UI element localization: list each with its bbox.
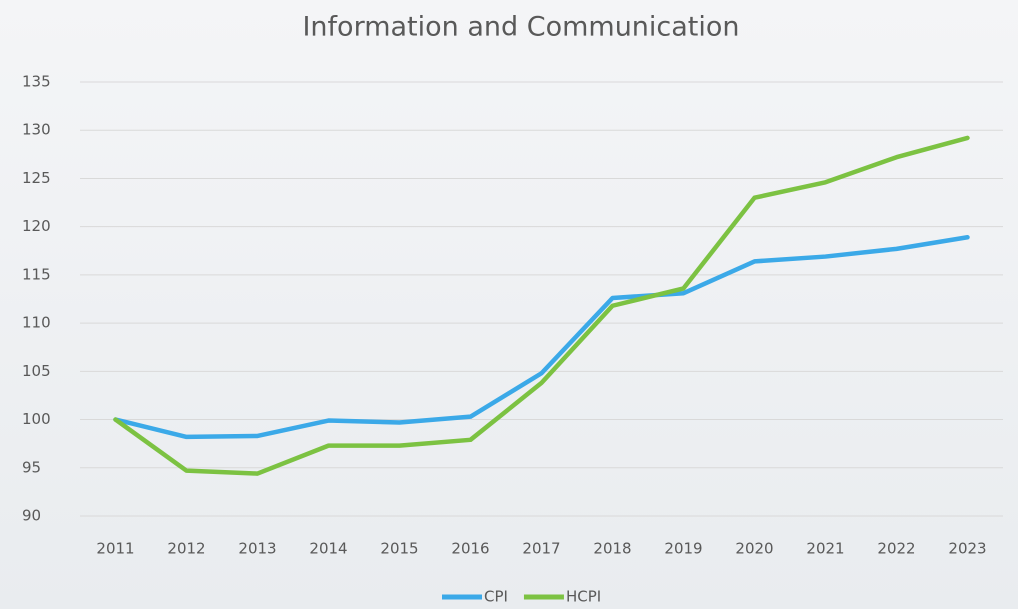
y-tick-label: 110 bbox=[22, 314, 51, 332]
y-tick-label: 135 bbox=[22, 73, 51, 91]
legend-label: CPI bbox=[484, 588, 508, 606]
x-tick-label: 2014 bbox=[309, 540, 347, 558]
series-line bbox=[113, 235, 970, 440]
x-tick-label: 2022 bbox=[877, 540, 915, 558]
x-tick-label: 2023 bbox=[948, 540, 986, 558]
y-tick-label: 105 bbox=[22, 362, 51, 380]
x-tick-label: 2012 bbox=[167, 540, 205, 558]
x-tick-label: 2021 bbox=[806, 540, 844, 558]
x-tick-label: 2011 bbox=[96, 540, 134, 558]
x-tick-label: 2015 bbox=[380, 540, 418, 558]
x-tick-label: 2019 bbox=[664, 540, 702, 558]
y-tick-label: 100 bbox=[22, 410, 51, 428]
x-tick-label: 2020 bbox=[735, 540, 773, 558]
y-tick-label: 125 bbox=[22, 169, 51, 187]
y-tick-label: 95 bbox=[22, 458, 41, 476]
x-tick-label: 2016 bbox=[451, 540, 489, 558]
y-tick-label: 120 bbox=[22, 217, 51, 235]
legend-label: HCPI bbox=[566, 588, 601, 606]
y-tick-label: 115 bbox=[22, 265, 51, 283]
chart-title: Information and Communication bbox=[302, 12, 739, 43]
y-tick-label: 130 bbox=[22, 121, 51, 139]
y-tick-label: 90 bbox=[22, 507, 41, 525]
series-line bbox=[113, 135, 970, 476]
x-tick-label: 2017 bbox=[522, 540, 560, 558]
x-tick-label: 2018 bbox=[593, 540, 631, 558]
x-tick-label: 2013 bbox=[238, 540, 276, 558]
